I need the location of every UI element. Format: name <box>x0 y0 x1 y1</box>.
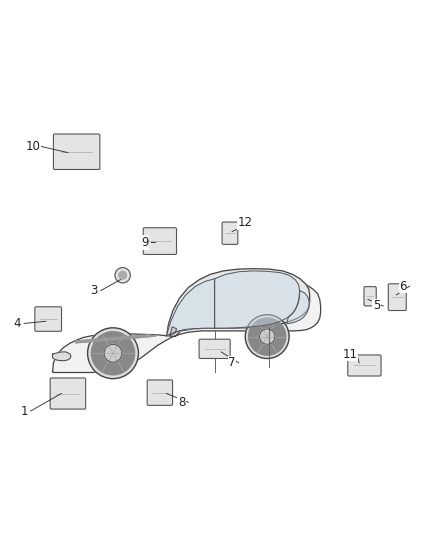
Circle shape <box>115 268 131 283</box>
Polygon shape <box>166 269 310 336</box>
Text: 6: 6 <box>399 280 407 293</box>
FancyBboxPatch shape <box>199 339 230 359</box>
Polygon shape <box>170 327 177 336</box>
Text: 5: 5 <box>373 300 380 312</box>
FancyBboxPatch shape <box>147 380 173 405</box>
FancyBboxPatch shape <box>35 307 61 332</box>
Circle shape <box>259 329 275 344</box>
Polygon shape <box>53 278 321 373</box>
FancyBboxPatch shape <box>143 228 177 254</box>
Polygon shape <box>53 352 71 361</box>
Text: 7: 7 <box>228 357 236 369</box>
Text: 9: 9 <box>141 236 148 249</box>
FancyBboxPatch shape <box>364 287 376 306</box>
FancyBboxPatch shape <box>50 378 86 409</box>
Text: 8: 8 <box>178 396 185 409</box>
Text: 3: 3 <box>91 284 98 297</box>
Circle shape <box>249 318 286 355</box>
Circle shape <box>245 314 289 359</box>
Circle shape <box>88 328 138 378</box>
FancyBboxPatch shape <box>53 134 100 169</box>
FancyBboxPatch shape <box>389 284 406 311</box>
Polygon shape <box>287 290 309 324</box>
Circle shape <box>119 271 127 279</box>
FancyBboxPatch shape <box>222 222 238 245</box>
Circle shape <box>92 332 134 375</box>
Circle shape <box>104 344 122 362</box>
Polygon shape <box>166 279 215 336</box>
Text: 10: 10 <box>25 140 40 152</box>
FancyBboxPatch shape <box>348 355 381 376</box>
Text: 11: 11 <box>343 348 358 361</box>
Polygon shape <box>215 271 300 328</box>
Text: 4: 4 <box>14 317 21 330</box>
Text: 12: 12 <box>238 216 253 229</box>
Text: 1: 1 <box>20 405 28 417</box>
